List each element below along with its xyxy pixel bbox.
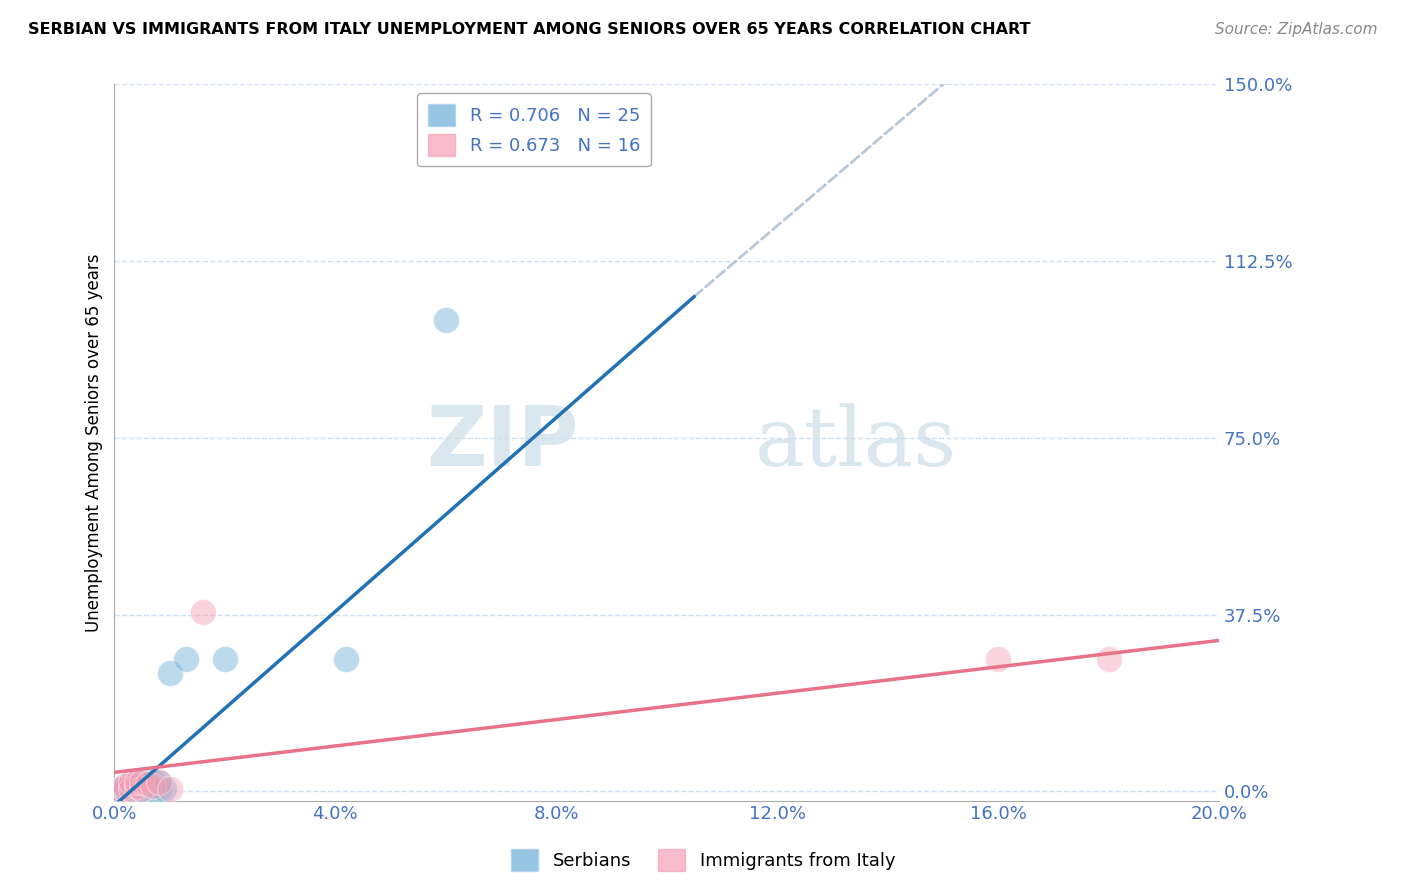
Point xyxy=(148,781,170,796)
Point xyxy=(120,780,142,794)
Point xyxy=(434,313,457,327)
Point xyxy=(136,777,159,791)
Point xyxy=(191,605,214,619)
Text: ZIP: ZIP xyxy=(426,402,578,483)
Point xyxy=(136,774,159,789)
Point xyxy=(120,781,142,796)
Point xyxy=(142,781,165,796)
Point xyxy=(148,774,170,789)
Point xyxy=(131,781,153,796)
Point xyxy=(114,780,136,794)
Point xyxy=(125,774,148,789)
Point xyxy=(335,652,357,666)
Point xyxy=(108,781,131,796)
Point xyxy=(214,652,236,666)
Point xyxy=(131,774,153,789)
Point xyxy=(174,652,197,666)
Point xyxy=(153,781,176,796)
Point xyxy=(136,781,159,796)
Point xyxy=(108,781,131,796)
Point xyxy=(159,666,181,681)
Text: Source: ZipAtlas.com: Source: ZipAtlas.com xyxy=(1215,22,1378,37)
Point xyxy=(125,781,148,796)
Point xyxy=(125,780,148,794)
Point xyxy=(1097,652,1119,666)
Y-axis label: Unemployment Among Seniors over 65 years: Unemployment Among Seniors over 65 years xyxy=(86,253,103,632)
Point xyxy=(131,780,153,794)
Point xyxy=(120,774,142,789)
Point xyxy=(148,774,170,789)
Point xyxy=(114,780,136,794)
Point xyxy=(114,781,136,796)
Point xyxy=(987,652,1010,666)
Point xyxy=(125,774,148,789)
Point xyxy=(114,781,136,796)
Point xyxy=(136,780,159,794)
Point xyxy=(131,781,153,796)
Point xyxy=(120,781,142,796)
Point xyxy=(142,774,165,789)
Text: atlas: atlas xyxy=(755,402,957,483)
Legend: R = 0.706   N = 25, R = 0.673   N = 16: R = 0.706 N = 25, R = 0.673 N = 16 xyxy=(418,94,651,167)
Point xyxy=(125,780,148,794)
Point xyxy=(142,780,165,794)
Point xyxy=(159,781,181,796)
Legend: Serbians, Immigrants from Italy: Serbians, Immigrants from Italy xyxy=(503,842,903,879)
Text: SERBIAN VS IMMIGRANTS FROM ITALY UNEMPLOYMENT AMONG SENIORS OVER 65 YEARS CORREL: SERBIAN VS IMMIGRANTS FROM ITALY UNEMPLO… xyxy=(28,22,1031,37)
Point xyxy=(131,774,153,789)
Point xyxy=(120,781,142,796)
